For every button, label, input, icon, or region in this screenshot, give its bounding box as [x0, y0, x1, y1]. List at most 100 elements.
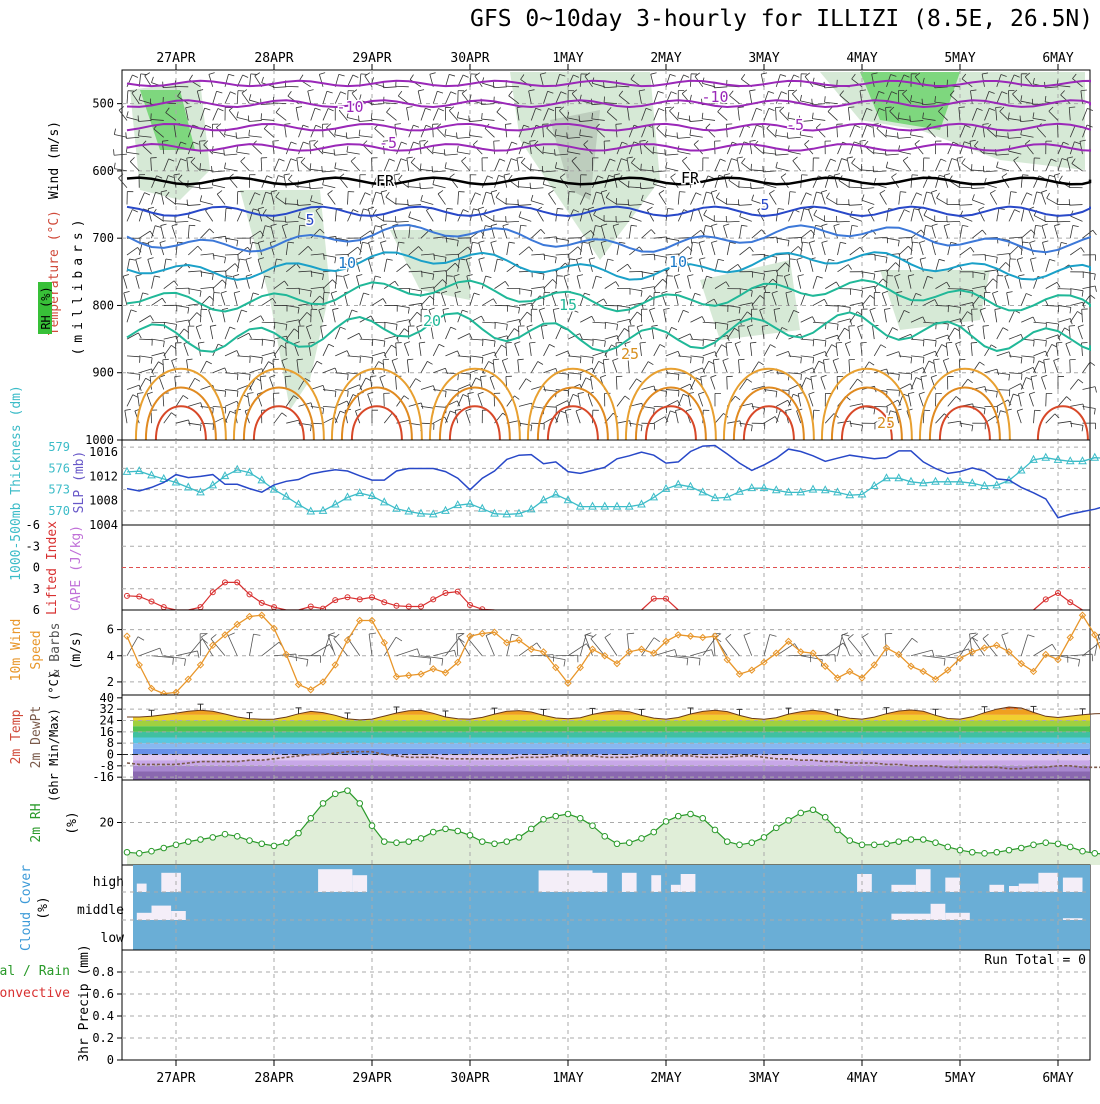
rh-2m-marker	[296, 830, 302, 836]
slp-tick-label: 1004	[89, 518, 118, 532]
wind-barb-flag	[1094, 274, 1095, 280]
rh-2m-marker	[479, 839, 485, 845]
rh-2m-marker	[136, 851, 142, 857]
cloud-high-block	[593, 873, 608, 892]
axis-label-rh-units: (%)	[65, 811, 80, 834]
date-label-top: 4MAY	[846, 51, 877, 66]
temp-color-band	[133, 760, 1090, 766]
lifted-index-tick-label: 3	[33, 582, 40, 596]
rh-2m-marker	[908, 837, 914, 843]
date-label-bottom: 2MAY	[650, 1071, 681, 1086]
wind-barb	[384, 393, 385, 406]
wind-barb-flag	[641, 164, 642, 170]
date-label-bottom: 4MAY	[846, 1071, 877, 1086]
slp-tick-label: 1012	[89, 469, 118, 483]
rh-2m-marker	[590, 823, 596, 829]
wind-barb-flag	[114, 149, 115, 155]
wind-barb-flag	[1095, 387, 1096, 393]
temp-color-band	[133, 732, 1090, 738]
rh-2m-marker	[381, 839, 387, 845]
rh-2m-marker	[847, 838, 853, 844]
axis-label-cloud-cover: Cloud Cover	[19, 865, 34, 951]
date-label-top: 27APR	[156, 51, 195, 66]
axis-label-minmax: (6hr Min/Max) (°C)	[47, 672, 61, 802]
rh-2m-marker	[724, 839, 730, 845]
cloud-high-block	[318, 869, 352, 892]
rh-2m-marker	[222, 831, 228, 837]
wind-barb-flag	[910, 116, 911, 122]
cloud-mid-block	[891, 914, 930, 920]
cloud-high-block	[671, 885, 681, 892]
date-label-bottom: 28APR	[254, 1071, 293, 1086]
y-tick-label: 0.2	[92, 1031, 114, 1045]
date-label-top: 28APR	[254, 51, 293, 66]
date-label-top: 5MAY	[944, 51, 975, 66]
rh-2m-marker	[455, 828, 461, 834]
wind-barb-flag	[383, 359, 389, 360]
wind-barb-flag	[261, 113, 262, 119]
rh-2m-marker	[982, 851, 988, 857]
wind-barb	[874, 406, 887, 407]
date-label-bottom: 30APR	[450, 1071, 489, 1086]
wind-barb-flag	[457, 132, 458, 138]
rh-2m-marker	[969, 849, 975, 855]
y-tick-label: 900	[92, 366, 114, 380]
date-label-top: 6MAY	[1042, 51, 1073, 66]
rh-2m-marker	[602, 834, 608, 840]
rh-2m-marker	[553, 813, 559, 819]
axis-label-2m-rh: 2m RH	[29, 803, 44, 842]
rh-2m-marker	[406, 839, 412, 845]
cloud-high-block	[137, 884, 147, 892]
wind-barb-flag	[1094, 408, 1095, 414]
rh-2m-marker	[541, 817, 547, 823]
wind-barb	[1046, 393, 1047, 406]
page-title: GFS 0~10day 3-hourly for ILLIZI (8.5E, 2…	[470, 6, 1093, 32]
contour-label: 25	[621, 345, 639, 363]
rh-2m-marker	[1043, 840, 1049, 846]
wind-barb	[727, 377, 728, 390]
rh-2m-marker	[161, 845, 167, 851]
cloud-mid-block	[945, 913, 970, 920]
panel-axis-labels: 1000-500mb Thickness (dm)SLP (mb)Lifted …	[0, 385, 92, 1062]
wind-barb-flag	[334, 149, 335, 155]
contour-label: 15	[559, 296, 577, 314]
date-label-top: 29APR	[352, 51, 391, 66]
y-tick-label: -16	[92, 770, 114, 784]
rh-2m-marker	[198, 837, 204, 843]
rh-2m-panel: 20	[100, 780, 1100, 865]
rh-2m-marker	[712, 827, 718, 833]
y-tick-label: 0	[107, 1053, 114, 1067]
cloud-level-label: middle	[77, 903, 124, 918]
wind-barb-flag	[126, 132, 127, 138]
cloud-high-block	[681, 874, 696, 892]
axis-label-10m-wind: 10m Wind	[9, 619, 24, 682]
contour-label: 25	[877, 414, 895, 432]
wind-barb-flag	[579, 116, 580, 122]
rh-2m-marker	[369, 823, 375, 829]
wind-barb-flag	[689, 116, 690, 122]
cloud-level-label: low	[101, 931, 125, 946]
wind-barb	[544, 292, 545, 305]
wind-barb	[201, 309, 202, 322]
contour-label: 5	[305, 211, 314, 229]
wind-barb-flag	[1008, 132, 1009, 138]
axis-label-lifted-index: Lifted Index	[45, 521, 60, 615]
rh-2m-marker	[675, 813, 681, 819]
wind-barb-flag	[1022, 175, 1028, 176]
wind-barb-flag	[273, 141, 279, 142]
axis-label-precip-total: Total / Rain	[0, 964, 70, 979]
wind-barb	[176, 288, 189, 289]
wind-barb-flag	[813, 340, 814, 346]
cloud-mid-block	[931, 904, 946, 920]
wind-barb-flag	[911, 374, 912, 380]
contour-label: -10	[336, 98, 363, 116]
wind-barb-flag	[775, 149, 776, 155]
wind-barb-flag	[1090, 362, 1095, 365]
wind-barb-flag	[1069, 326, 1075, 327]
wind-barb-flag	[604, 97, 605, 103]
wind-barb-flag	[1093, 230, 1097, 235]
